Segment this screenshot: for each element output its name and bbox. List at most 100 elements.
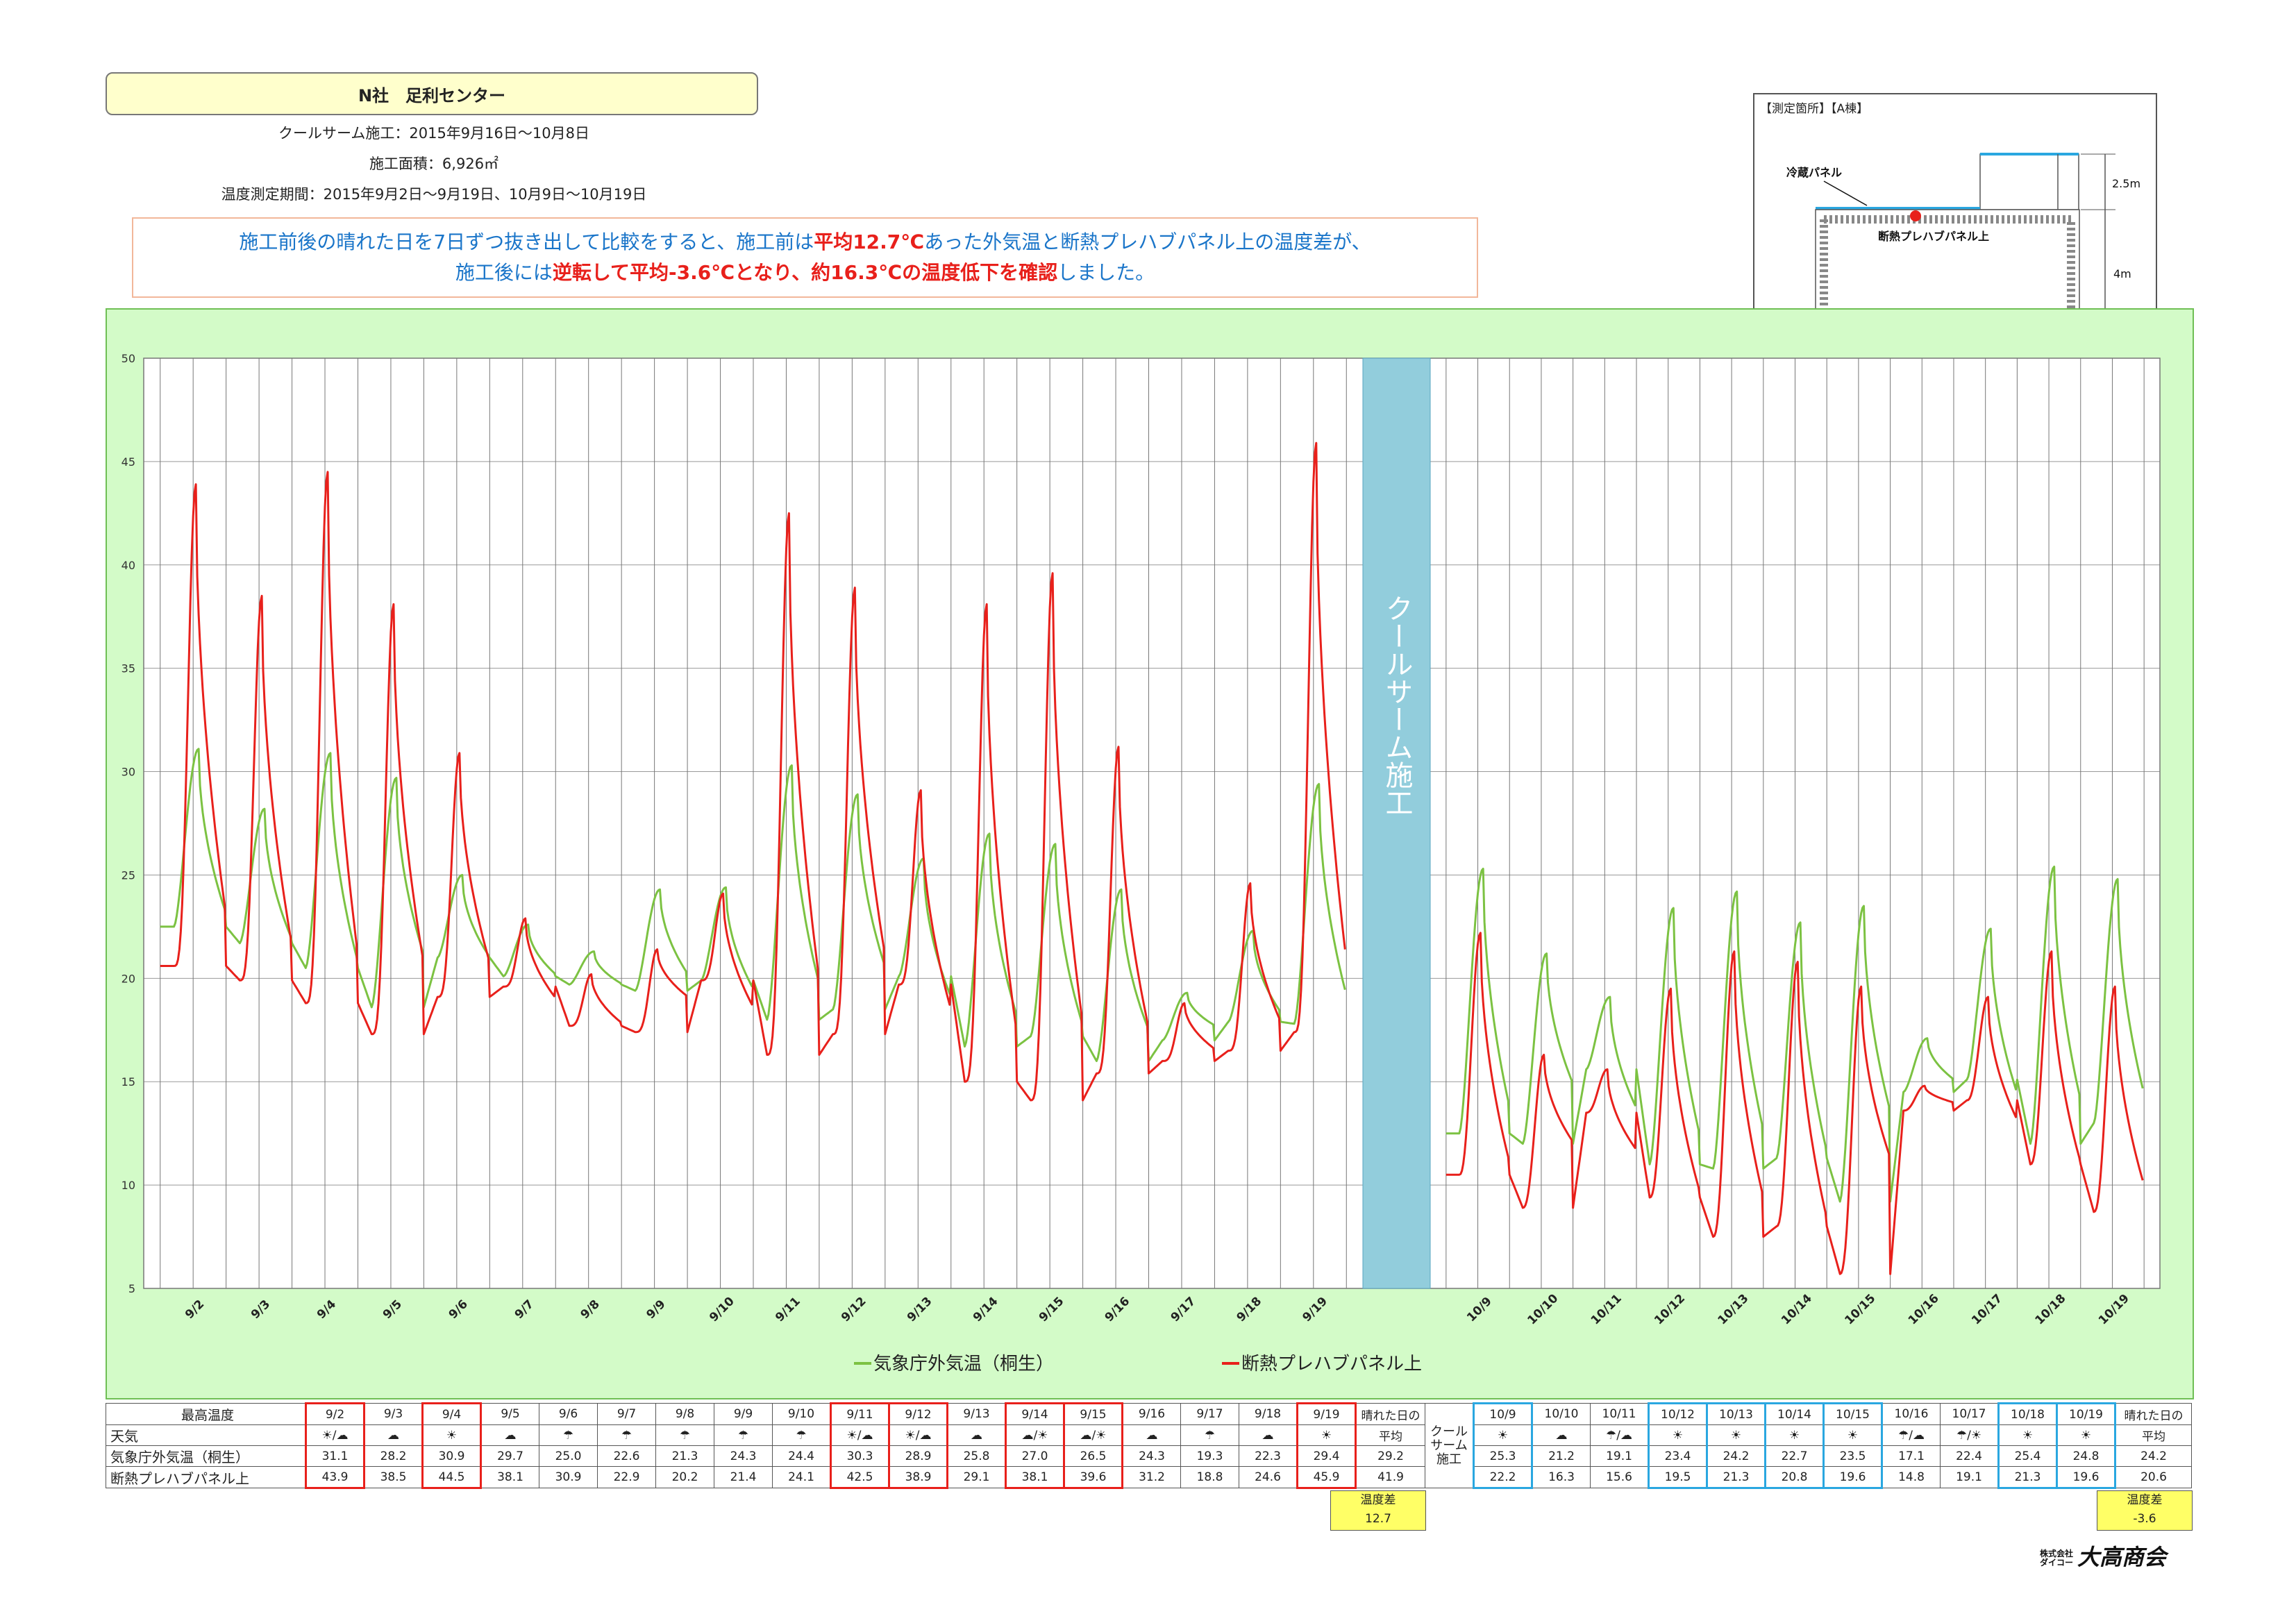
cell-dates: 10/10 — [1532, 1403, 1591, 1425]
cell-dates: 9/10 — [772, 1403, 831, 1425]
x-tick-label: 10/18 — [2033, 1291, 2069, 1327]
cell-weather: ☀ — [1764, 1424, 1825, 1446]
cell-dates: 9/4 — [421, 1402, 482, 1425]
x-tick-label: 10/12 — [1652, 1291, 1688, 1327]
cell-red: 30.9 — [539, 1466, 598, 1488]
summary-text: あった外気温と断熱プレハブパネル上の温度差が、 — [924, 230, 1371, 253]
x-tick-label: 10/19 — [2096, 1291, 2132, 1327]
cell-green: 17.1 — [1882, 1445, 1941, 1467]
page-title: N社 足利センター — [358, 85, 506, 106]
x-tick-label: 9/6 — [446, 1297, 471, 1322]
row-label: 気象庁外気温（桐生） — [106, 1445, 306, 1467]
cell-dates: 9/12 — [888, 1402, 948, 1425]
cold-panel-pointer — [1823, 180, 1868, 206]
cell-weather: ☂ — [714, 1424, 773, 1446]
cell-green: 23.5 — [1822, 1445, 1883, 1467]
cell-weather: ☁ — [1122, 1424, 1181, 1446]
cell-weather: ☂ — [772, 1424, 831, 1446]
cell-weather: ☂ — [539, 1424, 598, 1446]
summary-highlight: 平均12.7℃ — [814, 230, 925, 253]
cell-red: 21.3 — [1706, 1466, 1766, 1489]
height-upper: 2.5m — [2112, 177, 2140, 190]
cell-weather: ☁ — [1532, 1424, 1591, 1446]
cell-green: 24.3 — [1122, 1445, 1181, 1467]
cell-red: 24.1 — [772, 1466, 831, 1488]
cell-dates: 10/15 — [1822, 1402, 1883, 1425]
gap-label: クールサーム施工 — [1425, 1403, 1474, 1488]
legend-label-red: 断熱プレハブパネル上 — [1241, 1354, 1422, 1374]
diff-value: -3.6 — [2133, 1512, 2156, 1526]
prefab-panel-label: 断熱プレハブパネル上 — [1878, 230, 1989, 243]
cell-dates: 9/5 — [480, 1403, 539, 1425]
y-tick-label: 30 — [121, 766, 135, 779]
avg-cell: 晴れた日の — [2115, 1403, 2192, 1425]
cell-dates: 10/12 — [1648, 1402, 1708, 1425]
cell-red: 16.3 — [1532, 1466, 1591, 1488]
x-tick-label: 9/12 — [839, 1295, 869, 1325]
cell-red: 18.8 — [1180, 1466, 1239, 1488]
row-label: 断熱プレハブパネル上 — [106, 1466, 306, 1488]
summary-text: 施工前後の晴れた日を7日ずつ抜き出して比較をすると、施工前は — [239, 230, 814, 253]
cell-red: 44.5 — [421, 1466, 482, 1489]
x-tick-label: 10/16 — [1906, 1291, 1942, 1327]
cell-red: 29.1 — [947, 1466, 1006, 1488]
cell-dates: 10/19 — [2056, 1402, 2116, 1425]
cell-weather: ☀ — [1473, 1424, 1533, 1446]
cell-green: 26.5 — [1063, 1445, 1123, 1467]
cell-dates: 9/3 — [364, 1403, 423, 1425]
cell-weather: ☁ — [480, 1424, 539, 1446]
summary-line-2: 施工後には逆転して平均-3.6℃となり、約16.3℃の温度低下を確認しました。 — [455, 258, 1155, 288]
y-tick-label: 20 — [121, 972, 135, 985]
avg-cell: 24.2 — [2115, 1445, 2192, 1467]
diff-label: 温度差 — [2127, 1493, 2163, 1507]
temperature-chart: 5 10 15 20 25 30 35 40 45 50 9/2 9/3 9/4 9/5 9/6 9/7 9/… — [121, 352, 2161, 1374]
summary-line-1: 施工前後の晴れた日を7日ずつ抜き出して比較をすると、施工前は平均12.7℃あった… — [239, 227, 1371, 258]
x-tick-label: 10/14 — [1779, 1291, 1815, 1327]
cell-weather: ☀ — [1822, 1424, 1883, 1446]
company-logo: 株式会社 ダイコー 大高商会 — [2040, 1540, 2166, 1572]
y-tick-label: 15 — [121, 1075, 135, 1088]
cell-red: 20.8 — [1764, 1466, 1825, 1489]
cell-weather: ☀ — [1296, 1424, 1357, 1446]
cell-dates: 10/16 — [1882, 1403, 1941, 1425]
cell-green: 21.3 — [655, 1445, 714, 1467]
cell-red: 45.9 — [1296, 1466, 1357, 1489]
x-tick-label: 9/17 — [1168, 1295, 1199, 1325]
avg-cell: 20.6 — [2115, 1466, 2192, 1488]
y-tick-label: 25 — [121, 868, 135, 882]
legend: 気象庁外気温（桐生） 断熱プレハブパネル上 — [854, 1354, 1422, 1374]
series-line-panel-after — [1446, 932, 2144, 1275]
logo-name: 大高商会 — [2077, 1544, 2167, 1570]
construction-area: 施工面積：6,926㎡ — [369, 155, 499, 172]
y-tick-label: 50 — [121, 352, 135, 365]
cell-weather: ☀ — [1648, 1424, 1708, 1446]
cell-weather: ☂ — [597, 1424, 656, 1446]
x-tick-label: 9/13 — [905, 1295, 935, 1325]
diff-label: 温度差 — [1360, 1493, 1396, 1507]
cell-dates: 9/11 — [830, 1402, 890, 1425]
cell-green: 25.4 — [1997, 1445, 2058, 1467]
cell-weather: ☀ — [1706, 1424, 1766, 1446]
cell-green: 28.2 — [364, 1445, 423, 1467]
summary-text: しました。 — [1057, 261, 1155, 284]
cell-green: 22.7 — [1764, 1445, 1825, 1467]
temperature-diff-after: 温度差 -3.6 — [2097, 1490, 2193, 1531]
cell-dates: 9/14 — [1005, 1402, 1065, 1425]
cell-weather: ☀/☁ — [305, 1424, 365, 1446]
cell-weather: ☁ — [1239, 1424, 1298, 1446]
x-tick-label: 9/8 — [578, 1297, 603, 1322]
cell-green: 29.4 — [1296, 1445, 1357, 1467]
logo-small-2: ダイコー — [2040, 1558, 2074, 1567]
x-tick-label: 10/10 — [1525, 1291, 1561, 1327]
cell-green: 29.7 — [480, 1445, 539, 1467]
cell-green: 30.9 — [421, 1445, 482, 1467]
cell-red: 21.4 — [714, 1466, 773, 1488]
cell-red: 19.6 — [1822, 1466, 1883, 1489]
x-tick-label: 9/5 — [380, 1297, 405, 1322]
cell-red: 39.6 — [1063, 1466, 1123, 1489]
cell-green: 23.4 — [1648, 1445, 1708, 1467]
x-tick-label: 9/10 — [707, 1295, 737, 1325]
cell-red: 43.9 — [305, 1466, 365, 1489]
cell-red: 19.6 — [2056, 1466, 2116, 1489]
cell-green: 25.0 — [539, 1445, 598, 1467]
